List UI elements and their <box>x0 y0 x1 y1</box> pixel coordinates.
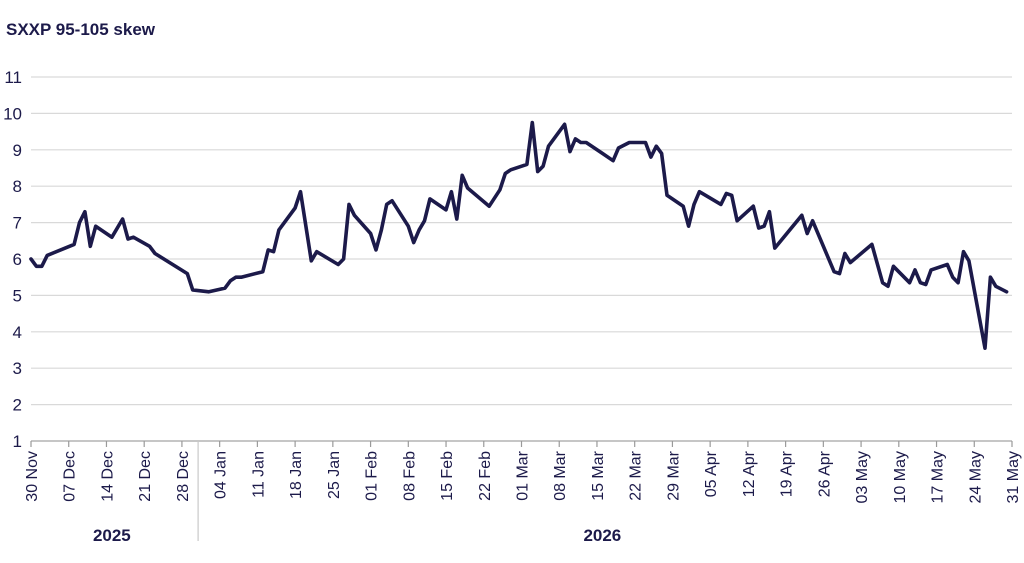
x-tick-label: 11 Jan <box>250 451 267 498</box>
x-tick-label: 25 Jan <box>326 451 343 499</box>
y-tick-label: 8 <box>13 177 22 196</box>
x-tick-label: 18 Jan <box>288 451 305 499</box>
x-tick-label: 15 Mar <box>590 450 607 500</box>
x-tick-label: 22 Mar <box>628 450 645 500</box>
y-tick-label: 3 <box>13 359 22 378</box>
series-line <box>29 120 1009 350</box>
series-layer <box>29 120 1009 350</box>
x-tick-label: 05 Apr <box>703 450 720 497</box>
x-tick-label: 22 Feb <box>477 451 494 501</box>
chart-title: SXXP 95-105 skew <box>6 20 156 39</box>
y-tick-label: 9 <box>13 141 22 160</box>
x-tick-label: 08 Feb <box>401 451 418 501</box>
x-tick-label: 03 May <box>854 451 871 503</box>
x-tick-label: 01 Mar <box>515 450 532 500</box>
y-tick-label: 11 <box>4 68 22 87</box>
x-tick-label: 10 May <box>892 451 909 503</box>
y-tick-label: 2 <box>13 396 22 415</box>
x-tick-label: 30 Nov <box>24 451 41 502</box>
x-tick-label: 08 Mar <box>552 450 569 500</box>
grid-lines <box>31 76 1012 442</box>
x-tick-label: 01 Feb <box>364 451 381 501</box>
x-tick-label: 17 May <box>930 451 947 503</box>
x-tick-label: 29 Mar <box>665 450 682 500</box>
y-tick-label: 6 <box>13 250 22 269</box>
x-tick-label: 31 May <box>1005 451 1022 503</box>
x-tick-label: 12 Apr <box>741 450 758 497</box>
x-tick-label: 15 Feb <box>439 451 456 501</box>
x-tick-label: 04 Jan <box>213 451 230 499</box>
x-tick-label: 07 Dec <box>62 451 79 502</box>
x-tick-label: 28 Dec <box>175 451 192 502</box>
y-tick-label: 7 <box>13 214 22 233</box>
x-tick-label: 24 May <box>967 451 984 503</box>
year-label: 2025 <box>93 526 131 545</box>
year-label: 2026 <box>583 526 621 545</box>
x-tick-label: 21 Dec <box>137 451 154 502</box>
y-tick-label: 5 <box>13 286 22 305</box>
x-tick-label: 14 Dec <box>99 451 116 502</box>
x-tick-label: 19 Apr <box>779 450 796 497</box>
x-tick-label: 26 Apr <box>816 450 833 497</box>
axes: 1 2 3 4 5 6 7 8 9 10 11 30 Nov 07 Dec 14 Dec 21 Dec 28 … <box>3 68 1022 545</box>
y-tick-label: 10 <box>3 104 22 123</box>
y-tick-label: 1 <box>13 432 22 451</box>
y-tick-label: 4 <box>13 323 22 342</box>
